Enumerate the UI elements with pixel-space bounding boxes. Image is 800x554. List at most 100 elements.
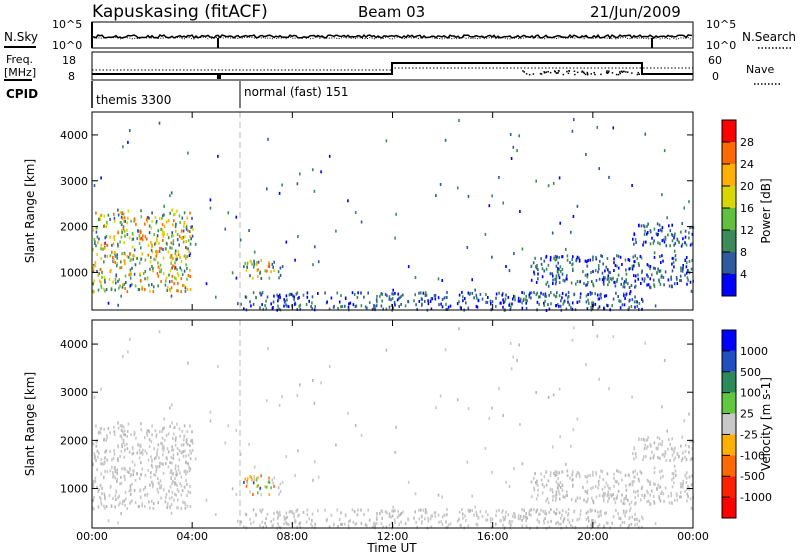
echo-cell: [633, 517, 636, 521]
echo-cell: [573, 510, 575, 514]
echo-cell: [121, 285, 124, 289]
echo-cell: [691, 446, 694, 450]
echo-cell: [317, 509, 319, 513]
echo-cell: [568, 303, 571, 307]
echo-cell: [687, 485, 690, 489]
echo-cell: [671, 448, 674, 452]
echo-cell: [187, 229, 189, 233]
echo-cell: [124, 448, 126, 452]
colorbar-tick-label: -1000: [740, 491, 772, 504]
echo-cell: [582, 270, 584, 273]
echo-cell: [375, 298, 378, 302]
echo-cell: [481, 515, 484, 518]
echo-cell: [437, 493, 440, 497]
echo-cell: [629, 290, 632, 293]
echo-cell: [344, 297, 347, 300]
echo-cell: [297, 235, 299, 238]
echo-cell: [475, 510, 478, 514]
echo-cell: [117, 303, 119, 307]
echo-cell: [235, 276, 238, 280]
echo-cell: [119, 501, 121, 505]
echo-cell: [189, 275, 192, 278]
echo-cell: [145, 451, 148, 455]
echo-cell: [122, 212, 125, 216]
echo-cell: [466, 246, 469, 249]
echo-cell: [424, 511, 427, 515]
echo-cell: [514, 515, 516, 519]
echo-cell: [167, 502, 169, 506]
echo-cell: [313, 189, 316, 193]
echo-cell: [344, 514, 347, 518]
echo-cell: [104, 236, 106, 240]
echo-cell: [95, 459, 97, 462]
echo-cell: [184, 469, 187, 473]
echo-cell: [616, 264, 618, 268]
echo-cell: [424, 291, 427, 295]
echo-cell: [684, 273, 686, 277]
echo-cell: [165, 276, 168, 280]
nave-point: [525, 73, 528, 75]
echo-cell: [165, 241, 168, 245]
echo-cell: [681, 457, 684, 461]
echo-cell: [592, 255, 594, 259]
echo-cell: [190, 439, 192, 443]
echo-cell: [680, 266, 682, 270]
echo-cell: [100, 501, 102, 504]
echo-cell: [257, 260, 260, 264]
freq-panel-frame: [91, 51, 694, 81]
echo-cell: [176, 209, 178, 213]
echo-cell: [174, 276, 176, 280]
echo-cell: [310, 305, 312, 308]
echo-cell: [635, 490, 637, 494]
echo-cell: [637, 262, 640, 265]
freq-label-line2: [MHz]: [4, 66, 36, 79]
echo-cell: [518, 343, 520, 347]
echo-cell: [673, 236, 675, 240]
echo-cell: [689, 226, 691, 230]
echo-cell: [174, 492, 176, 496]
echo-cell: [608, 270, 610, 274]
echo-cell: [558, 471, 560, 475]
echo-cell: [310, 522, 312, 526]
echo-cell: [95, 211, 97, 215]
echo-cell: [474, 288, 476, 292]
echo-cell: [292, 294, 294, 298]
echo-cell: [170, 476, 172, 480]
echo-cell: [124, 219, 126, 223]
echo-cell: [138, 234, 141, 238]
echo-cell: [533, 291, 535, 295]
echo-cell: [124, 262, 126, 266]
echo-cell: [680, 244, 683, 248]
echo-cell: [422, 291, 425, 295]
echo-cell: [565, 307, 568, 311]
echo-cell: [502, 301, 505, 305]
echo-cell: [674, 254, 677, 258]
echo-cell: [416, 525, 418, 529]
echo-cell: [691, 258, 693, 262]
echo-cell: [183, 254, 186, 258]
echo-cell: [120, 260, 122, 264]
echo-cell: [552, 393, 555, 397]
echo-cell: [641, 525, 643, 529]
echo-cell: [511, 302, 513, 306]
echo-cell: [656, 233, 659, 237]
echo-cell: [126, 228, 128, 232]
echo-cell: [555, 480, 558, 484]
echo-cell: [649, 265, 652, 268]
echo-cell: [295, 292, 298, 296]
echo-cell: [673, 464, 676, 468]
echo-cell: [171, 279, 173, 283]
echo-cell: [278, 307, 280, 311]
echo-cell: [495, 522, 497, 526]
echo-cell: [545, 254, 548, 258]
echo-cell: [162, 488, 165, 492]
echo-cell: [172, 223, 174, 227]
echo-cell: [175, 222, 177, 226]
echo-cell: [96, 225, 98, 229]
echo-cell: [544, 511, 546, 515]
noise-sky-label: N.Sky: [4, 30, 38, 44]
echo-cell: [614, 501, 617, 505]
echo-cell: [281, 395, 283, 399]
echo-cell: [537, 277, 539, 281]
echo-cell: [632, 237, 634, 241]
